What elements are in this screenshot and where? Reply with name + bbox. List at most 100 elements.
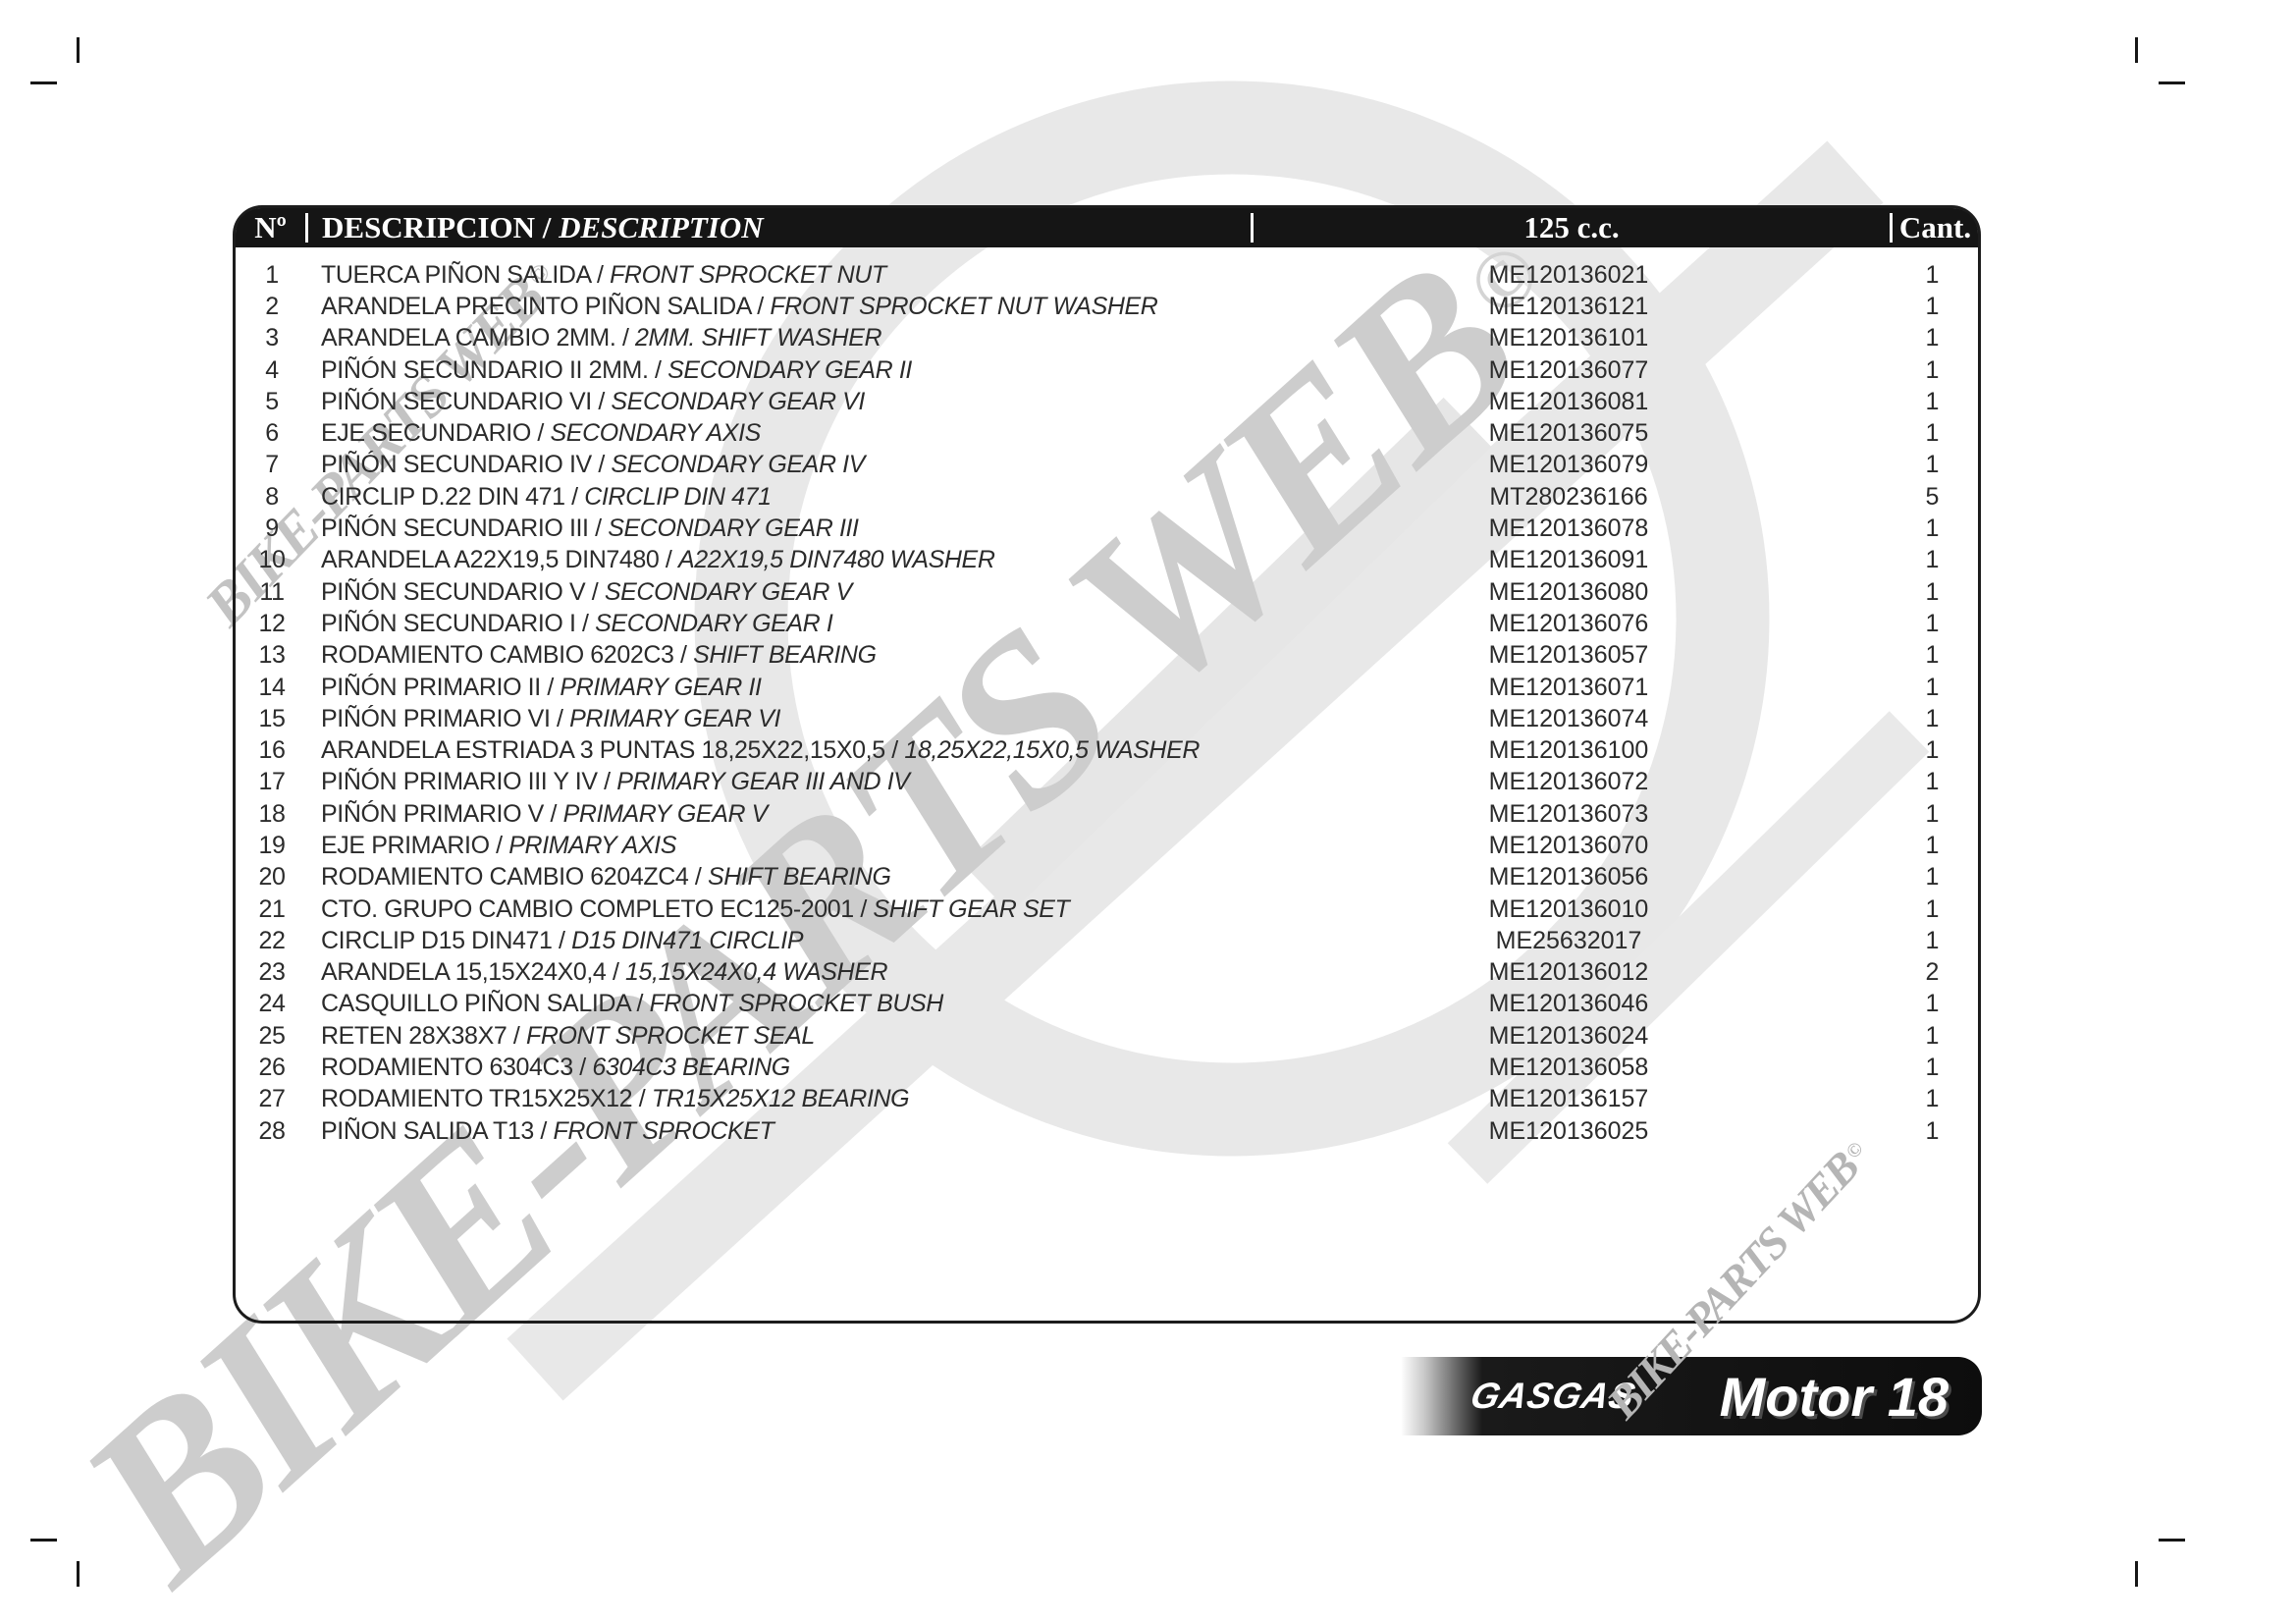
row-number: 10 [258,546,286,574]
row-quantity: 1 [1925,451,1940,479]
crop-mark-bottom-left-v [77,1561,80,1587]
row-description-en: D15 DIN471 CIRCLIP [571,926,804,954]
row-quantity: 1 [1925,641,1940,670]
row-quantity: 1 [1925,863,1940,892]
row-description-es: PIÑÓN SECUNDARIO II 2MM. [321,355,649,384]
row-description-separator: / [632,1085,652,1113]
row-description-en: PRIMARY GEAR II [560,673,762,701]
row-description-separator: / [591,387,612,415]
row-description-en: SHIFT GEAR SET [873,894,1070,923]
table-row: 12 PIÑÓN SECUNDARIO I / SECONDARY GEAR I M… [236,608,1978,639]
header-divider [1890,213,1893,243]
row-quantity: 1 [1925,546,1940,574]
row-description-separator: / [590,260,611,289]
row-number: 13 [258,641,286,670]
row-description-en: SECONDARY AXIS [550,419,762,448]
crop-mark-top-right-v [2135,37,2138,63]
row-quantity: 1 [1925,799,1940,828]
row-description: CASQUILLO PIÑON SALIDA / FRONT SPROCKET … [308,990,1251,1018]
row-description: EJE SECUNDARIO / SECONDARY AXIS [308,419,1251,448]
row-number: 9 [265,514,279,543]
row-description-separator: / [673,641,694,670]
row-description-separator: / [540,673,561,701]
table-row: 5 PIÑÓN SECUNDARIO VI / SECONDARY GEAR VI… [236,386,1978,417]
row-description: PIÑÓN SECUNDARIO II 2MM. / SECONDARY GEA… [308,356,1251,385]
row-description: ARANDELA ESTRIADA 3 PUNTAS 18,25X22,15X0… [308,736,1251,765]
row-part-code: ME120136071 [1488,673,1649,701]
row-description-separator: / [629,990,650,1018]
row-quantity: 1 [1925,514,1940,543]
row-number: 11 [259,577,285,606]
row-description-en: A22X19,5 DIN7480 WASHER [678,546,995,574]
row-description-es: ARANDELA PRECINTO PIÑON SALIDA [321,292,751,320]
row-part-code: ME120136012 [1488,958,1649,987]
table-row: 22 CIRCLIP D15 DIN471 / D15 DIN471 CIRCLI… [236,925,1978,956]
row-description-en: PRIMARY GEAR VI [569,704,781,732]
row-description-separator: / [588,514,609,543]
row-description-en: 6304C3 BEARING [592,1054,790,1082]
row-quantity: 1 [1925,577,1940,606]
row-part-code: ME120136058 [1488,1054,1649,1082]
row-number: 14 [258,673,286,701]
row-description-es: CIRCLIP D15 DIN471 [321,926,553,954]
row-quantity: 1 [1925,736,1940,765]
row-description: PIÑÓN SECUNDARIO I / SECONDARY GEAR I [308,610,1251,638]
row-quantity: 2 [1925,958,1940,987]
table-row: 1 TUERCA PIÑON SALIDA / FRONT SPROCKET NU… [236,259,1978,291]
row-description: RODAMIENTO 6304C3 / 6304C3 BEARING [308,1054,1251,1082]
row-description-en: SECONDARY GEAR III [608,514,859,543]
row-description-es: PIÑÓN PRIMARIO II [321,673,541,701]
row-number: 16 [258,736,286,765]
row-description: PIÑÓN PRIMARIO II / PRIMARY GEAR II [308,674,1251,702]
row-description-es: PIÑÓN SECUNDARIO III [321,514,589,543]
column-header-description-es: DESCRIPCION [322,210,536,244]
row-number: 22 [258,926,286,954]
row-part-code: ME120136073 [1488,799,1649,828]
row-description-es: CIRCLIP D.22 DIN 471 [321,482,565,511]
row-number: 5 [265,387,279,415]
table-row: 27 RODAMIENTO TR15X25X12 / TR15X25X12 BEA… [236,1084,1978,1115]
row-part-code: ME120136077 [1488,355,1649,384]
row-description-es: RODAMIENTO TR15X25X12 [321,1085,633,1113]
row-description-es: EJE SECUNDARIO [321,419,531,448]
row-description-es: PIÑÓN PRIMARIO III Y IV [321,768,598,796]
row-description-separator: / [564,482,585,511]
row-description-es: PIÑÓN PRIMARIO V [321,799,544,828]
row-number: 6 [265,419,279,448]
row-description: PIÑÓN PRIMARIO III Y IV / PRIMARY GEAR I… [308,768,1251,796]
row-number: 4 [265,355,279,384]
row-number: 7 [265,451,279,479]
row-description-en: PRIMARY GEAR III AND IV [616,768,910,796]
row-quantity: 1 [1925,1116,1940,1145]
row-number: 2 [265,292,279,320]
row-number: 23 [258,958,286,987]
table-header: Nº DESCRIPCION / DESCRIPTION 125 c.c. Ca… [236,208,1978,247]
row-quantity: 1 [1925,387,1940,415]
row-description-separator: / [606,958,626,987]
row-description-separator: / [572,1054,593,1082]
table-row: 9 PIÑÓN SECUNDARIO III / SECONDARY GEAR I… [236,513,1978,544]
row-description-es: RODAMIENTO CAMBIO 6204ZC4 [321,863,689,892]
row-description-es: ARANDELA 15,15X24X0,4 [321,958,607,987]
row-description-en: PRIMARY GEAR V [562,799,769,828]
header-divider [1251,213,1254,243]
row-description-separator: / [659,546,679,574]
row-part-code: ME120136157 [1488,1085,1649,1113]
table-row: 26 RODAMIENTO 6304C3 / 6304C3 BEARING ME12… [236,1052,1978,1083]
row-number: 28 [258,1116,286,1145]
crop-mark-top-right-h [2159,81,2185,84]
row-description-en: FRONT SPROCKET [553,1116,774,1145]
crop-mark-bottom-right-h [2159,1539,2185,1542]
crop-mark-top-left-v [77,37,80,63]
row-part-code: ME25632017 [1495,926,1642,954]
row-description-en: FRONT SPROCKET BUSH [649,990,944,1018]
row-description-separator: / [585,577,605,606]
row-number: 24 [258,990,286,1018]
row-description-es: PIÑÓN SECUNDARIO IV [321,451,592,479]
row-description-es: ARANDELA ESTRIADA 3 PUNTAS 18,25X22,15X0… [321,736,885,765]
row-description-separator: / [615,324,636,352]
row-part-code: ME120136024 [1488,1021,1649,1050]
table-row: 3 ARANDELA CAMBIO 2MM. / 2MM. SHIFT WASHE… [236,323,1978,354]
row-description: RODAMIENTO TR15X25X12 / TR15X25X12 BEARI… [308,1085,1251,1113]
